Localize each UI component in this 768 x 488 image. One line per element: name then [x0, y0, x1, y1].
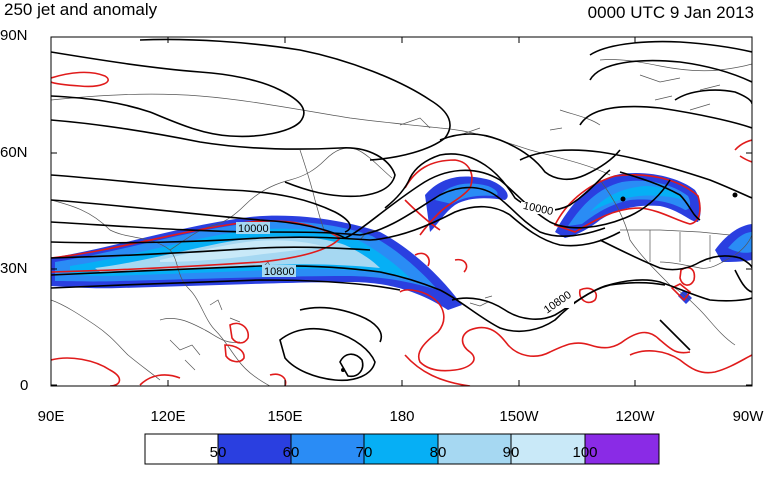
lon-label-90e: 90E — [37, 408, 65, 425]
lon-label-120e: 120E — [150, 408, 186, 425]
colorbar-box-6 — [584, 433, 660, 465]
colorbar-label-90: 90 — [502, 444, 520, 461]
colorbar-box-3 — [363, 433, 439, 465]
colorbar-box-5 — [510, 433, 586, 465]
colorbar-box-1 — [217, 433, 292, 465]
height-contours — [51, 38, 752, 382]
map-title-left: 250 jet and anomaly — [4, 0, 158, 19]
lon-label-150w: 150W — [499, 408, 539, 425]
lon-label-180: 180 — [389, 408, 415, 425]
colorbar — [144, 433, 660, 465]
map-background — [51, 37, 752, 386]
colorbar-label-80: 80 — [429, 444, 447, 461]
contour-label-10800-a: 10800 — [264, 266, 295, 278]
lon-label-150e: 150E — [267, 408, 303, 425]
station-dots — [341, 192, 738, 372]
colorbar-label-60: 60 — [282, 444, 300, 461]
lon-label-120w: 120W — [615, 408, 655, 425]
colorbar-label-100: 100 — [572, 444, 598, 461]
colorbar-label-70: 70 — [355, 444, 373, 461]
lat-label-0: 0 — [20, 377, 29, 394]
lon-label-90w: 90W — [732, 408, 764, 425]
contour-label-10000-a: 10000 — [238, 223, 269, 235]
lat-label-60n: 60N — [0, 144, 28, 161]
anomaly-contours — [51, 71, 752, 386]
lat-label-90n: 90N — [0, 27, 28, 44]
colorbar-label-50: 50 — [209, 444, 227, 461]
tick-marks — [50, 36, 753, 386]
map-title-right: 0000 UTC 9 Jan 2013 — [587, 3, 754, 22]
lat-label-30n: 30N — [0, 260, 28, 277]
